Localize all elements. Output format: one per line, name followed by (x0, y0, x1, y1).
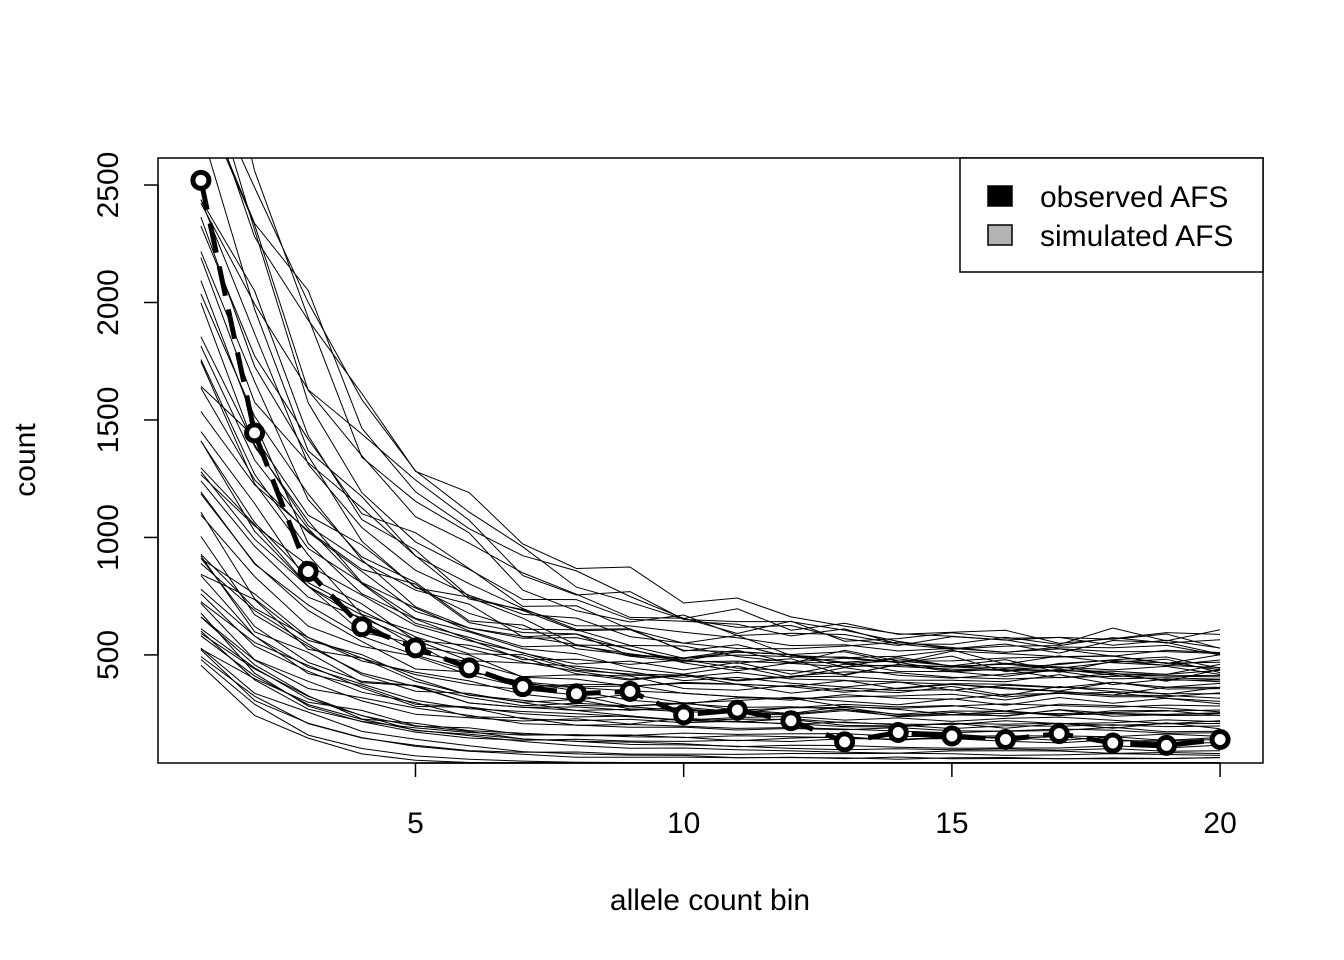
simulated-afs-line (200, 474, 1221, 692)
observed-afs-point (244, 422, 266, 444)
simulated-afs-line (200, 563, 1221, 730)
simulated-afs-line (200, 359, 1221, 682)
simulated-afs-line (200, 649, 1221, 760)
legend-label-simulated: simulated AFS (1040, 220, 1233, 253)
simulated-afs-line (200, 251, 1221, 664)
simulated-afs-line (200, 628, 1221, 749)
y-tick-label: 1000 (92, 504, 125, 571)
simulated-afs-line (200, 493, 1221, 709)
y-tick-label: 500 (92, 630, 125, 680)
x-tick-label: 5 (407, 807, 424, 840)
observed-afs-point (673, 704, 695, 726)
observed-afs-series (190, 169, 1231, 756)
simulated-afs-line (251, 158, 1221, 650)
legend-swatch-simulated (987, 224, 1013, 246)
simulated-afs-line (200, 467, 1221, 698)
y-tick-label: 1500 (92, 387, 125, 454)
simulated-afs-line (200, 216, 1221, 674)
simulated-afs-line (200, 575, 1221, 725)
x-tick-label: 20 (1203, 807, 1236, 840)
observed-afs-point (351, 616, 373, 638)
simulated-afs-line (232, 158, 1221, 646)
legend: observed AFS simulated AFS (959, 157, 1264, 273)
y-tick-label: 2000 (92, 269, 125, 336)
simulated-afs-line (200, 612, 1221, 744)
y-tick-label: 2500 (92, 152, 125, 219)
simulated-afs-line (225, 158, 1221, 649)
observed-afs-point (1155, 734, 1177, 756)
observed-afs-point (780, 710, 802, 732)
simulated-afs-lines (200, 158, 1221, 763)
simulated-afs-line (200, 553, 1221, 706)
x-axis: 5 10 15 20 (407, 762, 1237, 840)
simulated-afs-line (226, 158, 1221, 644)
x-tick-label: 15 (935, 807, 968, 840)
observed-afs-point (726, 699, 748, 721)
observed-afs-point (619, 680, 641, 702)
observed-afs-point (297, 561, 319, 583)
simulated-afs-line (200, 440, 1221, 695)
y-axis-title: count (9, 423, 42, 497)
simulated-afs-line (200, 588, 1221, 728)
simulated-afs-line (200, 280, 1221, 679)
legend-swatch-observed (987, 185, 1013, 207)
observed-afs-point (565, 683, 587, 705)
simulated-afs-line (200, 199, 1221, 656)
simulated-afs-line (200, 361, 1221, 686)
simulated-afs-line (240, 158, 1221, 654)
observed-afs-point (887, 721, 909, 743)
observed-afs-point (404, 637, 426, 659)
observed-afs-point (995, 729, 1017, 751)
observed-afs-point (1102, 732, 1124, 754)
x-tick-label: 10 (667, 807, 700, 840)
simulated-afs-line (200, 601, 1221, 730)
observed-afs-point (458, 657, 480, 679)
simulated-afs-line (200, 199, 1221, 665)
legend-box (959, 157, 1264, 273)
simulated-afs-line (200, 411, 1221, 676)
legend-label-observed: observed AFS (1040, 181, 1228, 214)
observed-afs-point (1048, 723, 1070, 745)
simulated-afs-line (200, 202, 1221, 655)
simulated-afs-line (200, 257, 1221, 673)
y-axis: 500 1000 1500 2000 2500 (92, 152, 159, 680)
simulated-afs-line (200, 635, 1221, 755)
simulated-afs-line (200, 558, 1221, 717)
simulated-afs-line (200, 336, 1221, 673)
observed-afs-point (834, 731, 856, 753)
simulated-afs-line (208, 158, 1221, 657)
observed-afs-point (941, 725, 963, 747)
observed-afs-point (512, 676, 534, 698)
observed-afs-point (1209, 729, 1231, 751)
x-axis-title: allele count bin (610, 884, 810, 917)
simulated-afs-line (200, 293, 1221, 675)
observed-afs-point (190, 169, 212, 191)
simulated-afs-line (200, 630, 1221, 742)
